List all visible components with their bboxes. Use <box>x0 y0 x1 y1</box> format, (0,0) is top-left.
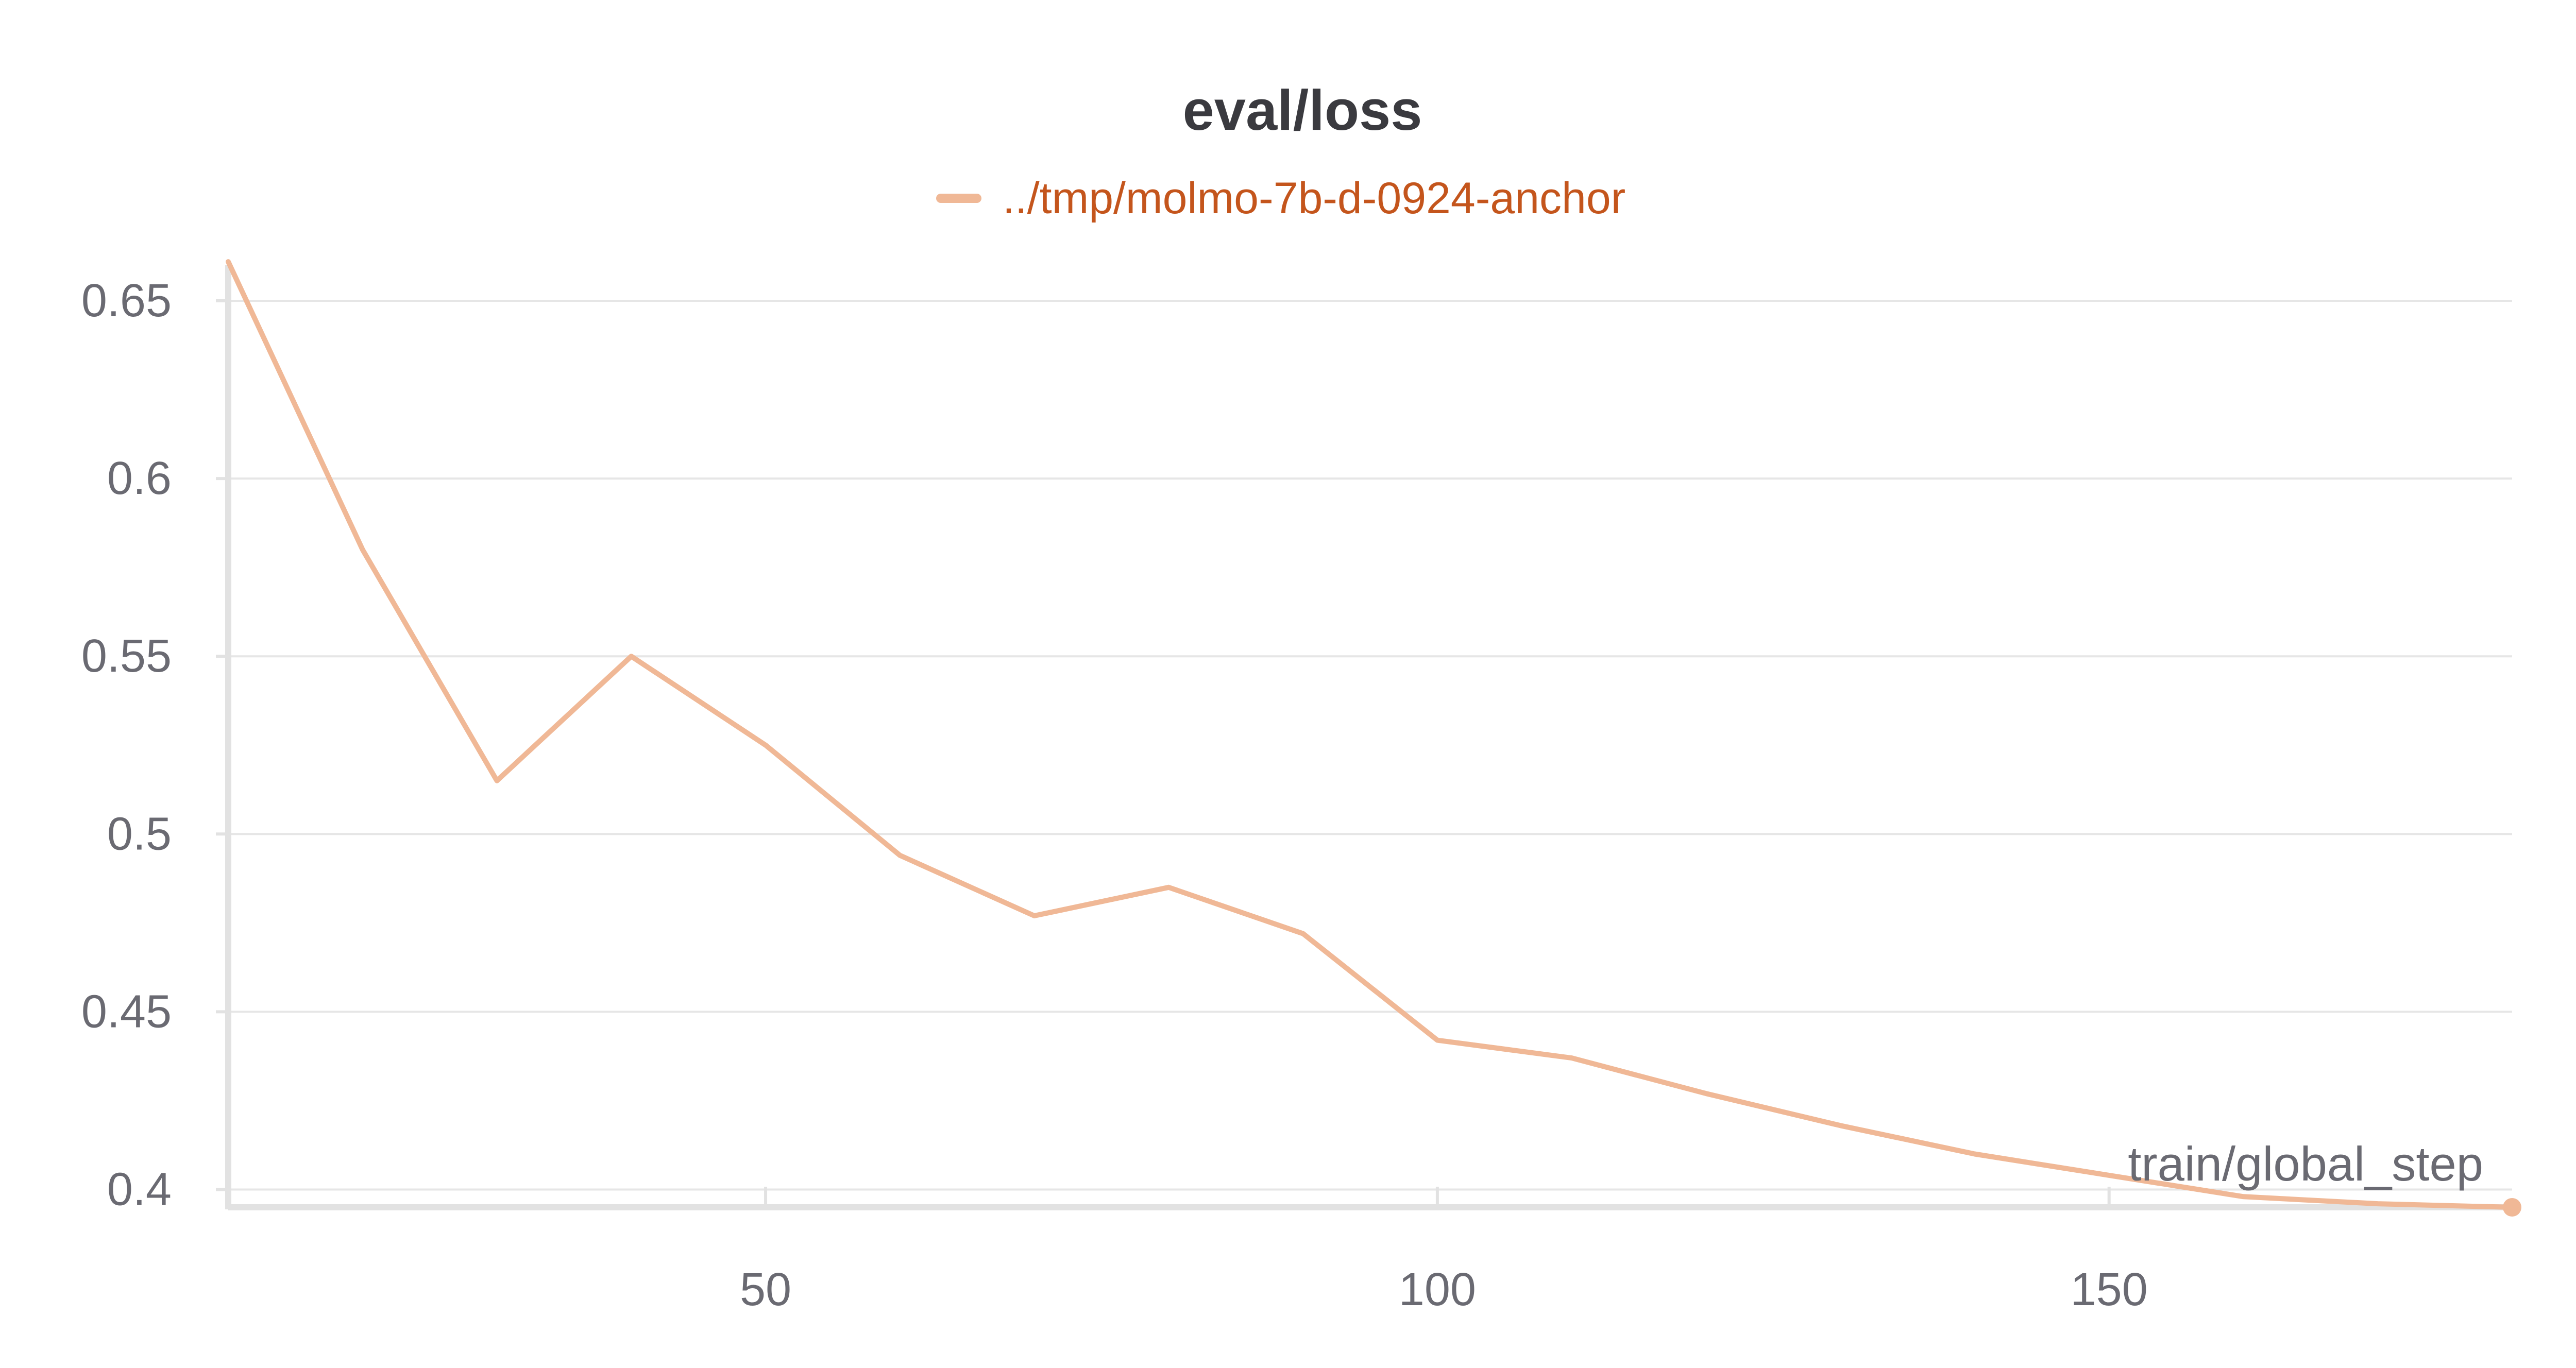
x-tick-label: 50 <box>740 1264 791 1315</box>
y-tick-label: 0.65 <box>81 275 172 327</box>
y-tick-label: 0.55 <box>81 630 172 682</box>
legend[interactable]: ../tmp/molmo-7b-d-0924-anchor <box>936 174 1625 223</box>
data-point[interactable] <box>2503 1198 2521 1217</box>
data-point[interactable] <box>629 654 634 659</box>
y-tick-label: 0.4 <box>107 1164 172 1215</box>
y-tick-label: 0.6 <box>107 453 172 504</box>
data-point[interactable] <box>1838 1123 1843 1128</box>
data-point[interactable] <box>1032 913 1037 918</box>
data-point[interactable] <box>1166 885 1171 890</box>
data-point[interactable] <box>763 743 768 748</box>
y-axis-ticks: 0.4 0.45 0.5 0.55 0.6 0.65 <box>81 275 228 1215</box>
data-point[interactable] <box>2241 1194 2246 1199</box>
x-axis-ticks: 50 100 150 <box>740 1187 2148 1315</box>
data-point[interactable] <box>1300 931 1306 936</box>
series-line[interactable] <box>226 259 2515 1210</box>
data-point[interactable] <box>1703 1091 1708 1096</box>
series-layer <box>226 259 2521 1217</box>
legend-label: ../tmp/molmo-7b-d-0924-anchor <box>1003 174 1625 223</box>
data-point[interactable] <box>495 778 500 783</box>
data-point[interactable] <box>897 853 903 858</box>
chart-title: eval/loss <box>1183 79 1422 142</box>
y-tick-label: 0.5 <box>107 808 172 860</box>
x-tick-label: 100 <box>1399 1264 1476 1315</box>
x-axis-label: train/global_step <box>2128 1137 2483 1191</box>
data-point[interactable] <box>2375 1201 2380 1206</box>
data-point[interactable] <box>226 259 231 264</box>
data-point[interactable] <box>1972 1151 1977 1156</box>
data-point[interactable] <box>1435 1038 1440 1043</box>
grid-lines <box>228 300 2512 1191</box>
data-point[interactable] <box>2107 1173 2112 1178</box>
y-tick-label: 0.45 <box>81 986 172 1037</box>
data-point[interactable] <box>1569 1055 1574 1061</box>
x-tick-label: 150 <box>2071 1264 2148 1315</box>
data-point[interactable] <box>360 547 365 552</box>
